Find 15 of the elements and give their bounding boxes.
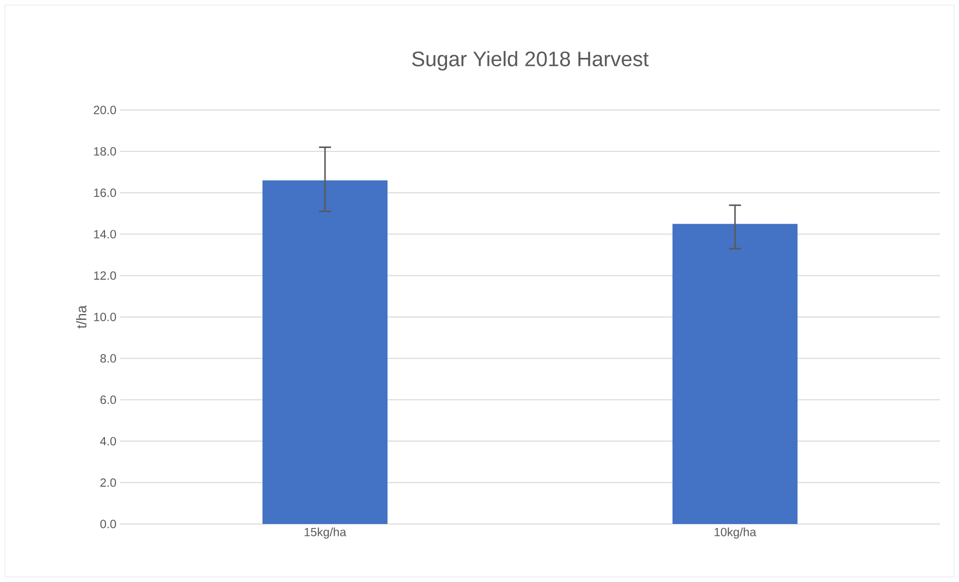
y-tick-label: 16.0 [94,188,116,198]
y-tick-label: 14.0 [94,230,116,238]
y-tick-label: 8.0 [100,354,116,363]
y-tick-label: 12.0 [94,271,116,280]
y-tick-label: 6.0 [100,396,116,404]
y-tick-label: 2.0 [100,478,116,487]
y-tick-label: 4.0 [100,436,116,446]
x-tick-label: 10kg/ha [714,528,756,539]
chart-title: Sugar Yield 2018 Harvest [412,50,649,70]
y-tick-label: 20.0 [94,106,116,114]
x-tick-label: 15kg/ha [304,528,346,539]
y-tick-label: 10.0 [94,312,116,322]
y-tick-label: 0.0 [100,520,116,528]
y-axis-title: t/ha [76,305,86,328]
y-tick-label: 18.0 [94,147,116,156]
